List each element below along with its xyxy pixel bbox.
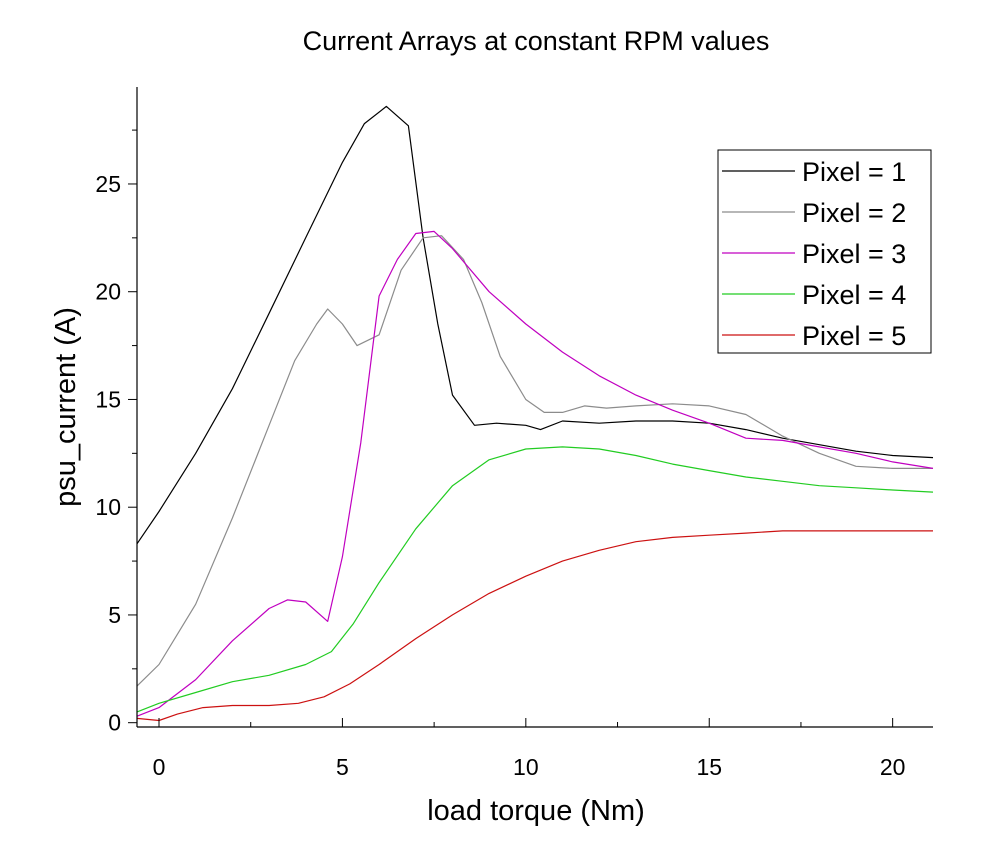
x-tick-label: 15	[696, 754, 722, 780]
x-tick-label: 0	[153, 754, 166, 780]
chart-title: Current Arrays at constant RPM values	[303, 26, 770, 56]
series-line-pixel-2	[136, 235, 933, 687]
legend-label-pixel-5: Pixel = 5	[802, 321, 906, 351]
y-axis-title: psu_current (A)	[50, 307, 82, 507]
y-tick-label: 20	[95, 279, 121, 305]
legend-label-pixel-2: Pixel = 2	[802, 198, 906, 228]
legend-label-pixel-4: Pixel = 4	[802, 280, 906, 310]
series-line-pixel-5	[136, 530, 933, 722]
y-tick-label: 15	[95, 386, 121, 412]
y-tick-label: 10	[95, 494, 121, 520]
legend: Pixel = 1 Pixel = 2 Pixel = 3 Pixel = 4 Pixe…	[717, 149, 932, 354]
axes-layer	[136, 87, 933, 728]
series-line-pixel-4	[136, 446, 934, 713]
series-line-pixel-1	[136, 105, 934, 545]
x-tick-label: 5	[336, 754, 349, 780]
x-tick-label: 20	[880, 754, 906, 780]
series-layer	[136, 105, 934, 722]
x-axis-title: load torque (Nm)	[427, 795, 645, 827]
series-line-pixel-3	[136, 230, 934, 717]
y-tick-label: 0	[108, 710, 121, 736]
legend-box	[717, 149, 932, 354]
legend-label-pixel-3: Pixel = 3	[802, 239, 906, 269]
ticks-layer: 0 5 10 15 20 0 5 10 15 20 25	[95, 129, 906, 780]
y-tick-label: 5	[108, 602, 121, 628]
y-tick-label: 25	[95, 171, 121, 197]
x-tick-label: 10	[513, 754, 539, 780]
legend-label-pixel-1: Pixel = 1	[802, 157, 906, 187]
